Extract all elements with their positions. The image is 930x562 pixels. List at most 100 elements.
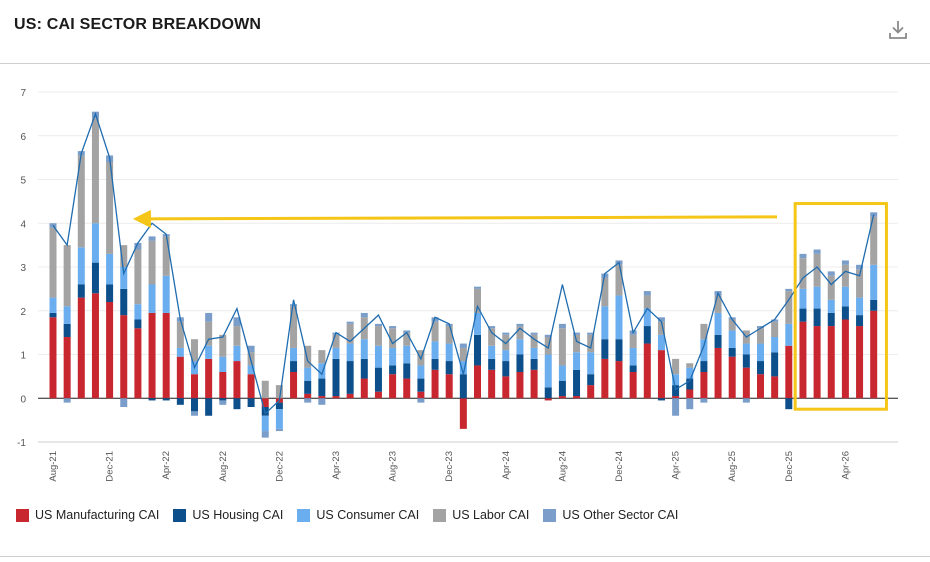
x-tick-label: Apr-22 [161, 451, 172, 480]
bar-segment-consumer [757, 343, 764, 362]
bar-segment-consumer [629, 347, 637, 366]
bar-segment-manufacturing [474, 365, 481, 399]
bar-segment-housing [516, 354, 524, 372]
bar-segment-housing [148, 398, 156, 401]
bar-segment-manufacturing [148, 312, 156, 399]
bar-segment-labor [318, 350, 326, 364]
bar-segment-consumer [77, 247, 85, 285]
bar-segment-manufacturing [304, 393, 312, 399]
bar-segment-consumer [417, 365, 425, 379]
bar-segment-manufacturing [516, 372, 524, 399]
bar-segment-manufacturing [318, 396, 326, 399]
bar-segment-manufacturing [459, 398, 467, 429]
bar-segment-other [856, 264, 864, 270]
x-tick-label: Aug-23 [388, 451, 399, 482]
y-tick-label: 3 [20, 263, 26, 274]
bar-segment-manufacturing [162, 312, 170, 399]
bar-segment-consumer [389, 347, 397, 366]
bar-segment-consumer [304, 367, 312, 381]
bar-segment-manufacturing [191, 374, 198, 399]
bar-segment-other [431, 317, 439, 322]
bar-segment-consumer [587, 352, 595, 375]
bar-segment-housing [233, 398, 241, 410]
bar-segment-consumer [771, 337, 779, 353]
x-tick-label: Aug-21 [48, 451, 59, 482]
bar-segment-other [403, 330, 411, 333]
bar-segment-other [544, 334, 552, 337]
bar-segment-other [700, 398, 708, 403]
x-tick-label: Dec-25 [784, 451, 795, 482]
bar-segment-other [304, 398, 312, 403]
legend-swatch-consumer [297, 508, 311, 522]
bar-segment-consumer [360, 339, 368, 359]
bar-segment-other [360, 312, 368, 318]
bar-segment-labor [77, 155, 85, 248]
bar-segment-labor [176, 321, 184, 348]
bar-segment-housing [813, 308, 821, 327]
bar-segment-housing [389, 365, 397, 375]
bar-segment-labor [870, 216, 878, 265]
bar-segment-other [389, 326, 397, 329]
bar-segment-consumer [799, 288, 807, 309]
chart-title: US: CAI SECTOR BREAKDOWN [14, 16, 262, 33]
bar-segment-manufacturing [233, 361, 241, 399]
download-icon[interactable] [886, 18, 910, 42]
bar-segment-other [261, 431, 269, 438]
bar-segment-consumer [728, 330, 736, 348]
x-tick-label: Apr-23 [331, 451, 342, 480]
bar-segment-manufacturing [714, 347, 722, 399]
legend-item-housing[interactable]: US Housing CAI [173, 508, 283, 522]
legend-item-consumer[interactable]: US Consumer CAI [297, 508, 419, 522]
bar-segment-labor [261, 380, 269, 399]
bar-segment-labor [106, 162, 114, 254]
bar-segment-consumer [870, 264, 878, 300]
bar-segment-manufacturing [771, 376, 779, 399]
bar-segment-housing [728, 347, 736, 357]
x-tick-label: Dec-21 [105, 451, 116, 482]
legend-item-manufacturing[interactable]: US Manufacturing CAI [16, 508, 159, 522]
bar-segment-consumer [827, 299, 835, 313]
bar-segment-housing [459, 374, 467, 399]
bar-segment-housing [686, 378, 694, 390]
bar-segment-consumer [516, 339, 524, 355]
bar-segment-manufacturing [77, 297, 85, 399]
bar-segment-other [275, 428, 283, 432]
bar-segment-consumer [445, 343, 453, 362]
bar-segment-other [813, 249, 821, 254]
bar-segment-consumer [488, 345, 496, 359]
bar-segment-manufacturing [530, 369, 538, 399]
bar-segment-labor [162, 236, 170, 276]
bar-segment-consumer [459, 361, 467, 375]
bar-segment-consumer [49, 297, 57, 313]
bar-segment-housing [643, 326, 651, 344]
bar-segment-other [233, 317, 241, 327]
bar-segment-manufacturing [544, 398, 552, 401]
bar-segment-labor [148, 240, 156, 285]
bar-segment-housing [219, 398, 227, 401]
bar-segment-labor [785, 291, 793, 324]
bar-segment-manufacturing [672, 396, 680, 399]
bar-segment-housing [374, 367, 382, 392]
bar-segment-consumer [601, 306, 609, 340]
legend-item-other[interactable]: US Other Sector CAI [543, 508, 678, 522]
bar-segment-manufacturing [332, 396, 340, 399]
bar-segment-housing [445, 361, 453, 375]
bar-segment-consumer [403, 345, 411, 364]
bar-segment-housing [827, 312, 835, 327]
legend-label: US Other Sector CAI [562, 508, 679, 522]
bar-segment-consumer [91, 223, 99, 263]
legend-item-labor[interactable]: US Labor CAI [433, 508, 529, 522]
bar-segment-housing [403, 363, 411, 379]
legend-swatch-labor [433, 508, 447, 522]
bar-segment-consumer [686, 367, 694, 379]
bar-segment-other [757, 326, 764, 329]
bar-segment-housing [191, 398, 198, 412]
bar-segment-housing [332, 358, 340, 397]
legend-label: US Labor CAI [452, 508, 530, 522]
bar-segment-labor [403, 332, 411, 346]
y-tick-label: 6 [20, 132, 26, 143]
bar-segment-other [205, 312, 213, 322]
bar-segment-other [742, 398, 750, 403]
bar-segment-housing [106, 284, 114, 302]
bar-segment-housing [205, 398, 213, 416]
